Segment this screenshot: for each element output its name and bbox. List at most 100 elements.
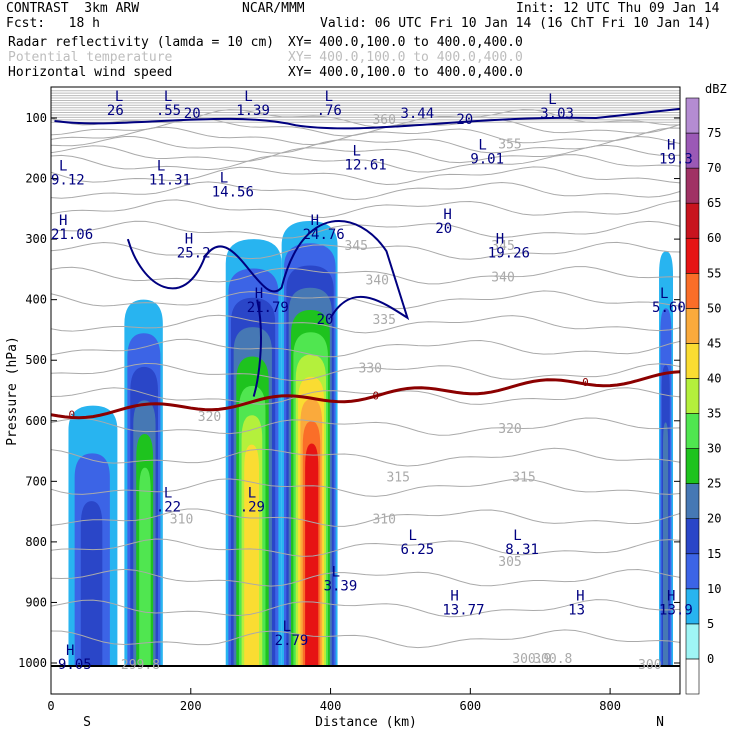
wind-hl-marker: H	[496, 231, 504, 247]
wind-hl-marker: H	[255, 286, 263, 302]
wind-hl-marker: L	[548, 92, 556, 108]
melting-level-label: 0	[372, 389, 379, 402]
theta-contour	[51, 135, 680, 154]
theta-contour	[51, 362, 680, 382]
wind-speed-label: 6.25	[400, 542, 434, 558]
colorbar-swatch	[685, 658, 700, 695]
x-tick-label: 0	[47, 699, 54, 713]
colorbar-label: 0	[707, 652, 714, 666]
field-reflectivity-name: Radar reflectivity (lamda = 10 cm)	[8, 35, 275, 50]
theta-contour	[51, 290, 680, 310]
colorbar-swatch	[685, 202, 700, 239]
colorbar-label: 5	[707, 617, 714, 631]
wind-speed-label: .76	[317, 103, 342, 119]
melting-level-label: 0	[68, 409, 75, 422]
wind-hl-marker: L	[164, 89, 172, 105]
wind-speed-label: 20	[184, 106, 201, 122]
wind-hl-marker: H	[667, 137, 675, 153]
theta-label: 330	[359, 361, 382, 376]
colorbar-swatch	[685, 413, 700, 449]
colorbar-swatch	[685, 518, 700, 555]
theta-contour	[51, 199, 680, 218]
wind-speed-label: 11.31	[149, 173, 191, 189]
wind-speed-label: 19.3	[659, 151, 693, 167]
wind-hl-marker: H	[443, 207, 451, 223]
theta-label: 299.8	[121, 658, 160, 673]
wind-hl-marker: L	[408, 528, 416, 544]
wind-hl-marker: L	[283, 619, 291, 635]
reflectivity-shade	[662, 422, 669, 667]
wind-speed-label: 20	[435, 221, 452, 237]
north-end-label: N	[656, 715, 664, 730]
theta-contour	[51, 599, 680, 618]
theta-label: 335	[372, 313, 395, 328]
forecast-hour: Fcst: 18 h	[6, 16, 100, 31]
colorbar-swatch	[685, 167, 700, 204]
reflectivity-shade	[305, 443, 319, 667]
colorbar-swatch	[685, 308, 700, 344]
wind-speed-label: 19.26	[488, 245, 530, 261]
wind-hl-marker: L	[220, 171, 228, 187]
colorbar-label: 70	[707, 161, 721, 175]
y-tick-label: 500	[25, 353, 47, 367]
theta-contour	[51, 314, 680, 334]
wind-contour	[252, 299, 262, 397]
colorbar-swatch	[685, 272, 700, 309]
south-end-label: S	[83, 715, 91, 730]
theta-contour	[51, 126, 680, 146]
colorbar-swatch	[685, 343, 700, 379]
colorbar-label: 45	[707, 336, 721, 350]
wind-speed-label: 1.39	[236, 103, 270, 119]
wind-speed-label: 9.01	[470, 151, 504, 167]
x-tick-label: 200	[180, 699, 202, 713]
theta-contour	[51, 538, 680, 557]
wind-hl-marker: L	[244, 89, 252, 105]
field-theta-name: Potential temperature	[8, 50, 173, 65]
theta-label: 315	[386, 470, 409, 485]
theta-label: 300	[638, 658, 661, 673]
wind-speed-label: 26	[107, 103, 124, 119]
theta-contour	[51, 144, 680, 164]
y-tick-label: 200	[25, 172, 47, 186]
colorbar-label: 30	[707, 442, 721, 456]
wind-hl-marker: L	[157, 159, 165, 175]
colorbar-swatch	[685, 448, 700, 484]
wind-speed-label: 5.60	[652, 300, 686, 316]
theta-label: 320	[198, 410, 221, 425]
colorbar-swatch	[685, 623, 700, 660]
theta-label: 355	[498, 137, 521, 152]
y-tick-label: 400	[25, 293, 47, 307]
wind-hl-marker: H	[667, 589, 675, 605]
wind-hl-marker: H	[66, 643, 74, 659]
reflectivity-shade	[80, 501, 103, 667]
colorbar-swatch	[685, 97, 700, 134]
y-tick-label: 1000	[18, 656, 47, 670]
y-tick-label: 700	[25, 474, 47, 488]
valid-time: Valid: 06 UTC Fri 10 Jan 14 (16 ChT Fri …	[320, 16, 712, 31]
reflectivity-shade	[244, 444, 260, 667]
wind-speed-label: 2.79	[275, 633, 309, 649]
theta-contour	[51, 387, 680, 405]
colorbar-label: 55	[707, 266, 721, 280]
wind-contour	[126, 220, 410, 321]
y-tick-label: 800	[25, 535, 47, 549]
theta-contour	[51, 338, 680, 358]
colorbar-swatch	[685, 483, 700, 520]
wind-hl-marker: L	[478, 137, 486, 153]
colorbar-unit: dBZ	[705, 82, 727, 96]
wind-speed-label: 25.2	[177, 245, 211, 261]
org-label: NCAR/MMM	[242, 1, 305, 16]
wind-speed-label: 21.06	[51, 227, 93, 243]
colorbar-swatch	[685, 237, 700, 274]
theta-label: 315	[512, 470, 535, 485]
colorbar-label: 10	[707, 582, 721, 596]
field-theta-xy: XY= 400.0,100.0 to 400.0,400.0	[288, 50, 523, 65]
colorbar-label: 50	[707, 301, 721, 315]
melting-level-label: 0	[582, 376, 589, 389]
colorbar-label: 15	[707, 547, 721, 561]
theta-contour	[51, 220, 680, 239]
wind-speed-label: 20	[456, 112, 473, 128]
theta-contour	[51, 629, 680, 649]
wind-speed-label: 8.31	[505, 542, 539, 558]
